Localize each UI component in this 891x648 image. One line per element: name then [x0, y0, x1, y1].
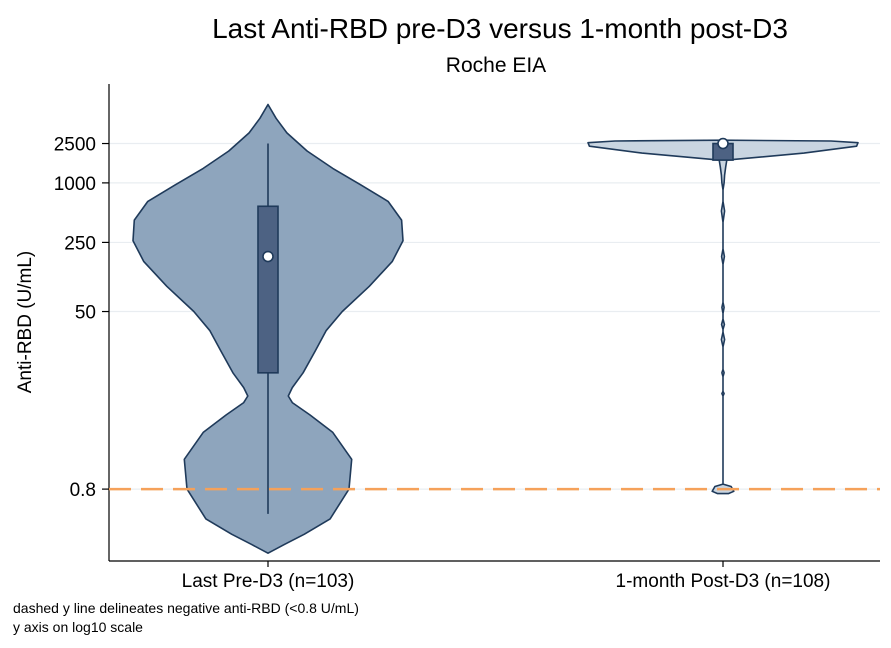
y-tick-label: 50: [75, 303, 96, 324]
chart-subtitle: Roche EIA: [446, 54, 546, 77]
median-marker: [262, 250, 274, 263]
x-tick-labels: Last Pre-D3 (n=103) 1-month Post-D3 (n=10…: [182, 561, 831, 592]
violin-layer: [132, 103, 859, 554]
y-axis-label: Anti-RBD (U/mL): [15, 251, 36, 394]
median-marker: [717, 137, 729, 150]
y-ticks: 0.8 50 250 1000 2500: [54, 135, 109, 501]
box-layer: [257, 137, 734, 514]
footnote-scale: y axis on log10 scale: [13, 619, 143, 635]
x-tick-label: 1-month Post-D3 (n=108): [616, 571, 831, 592]
x-tick-label: Last Pre-D3 (n=103): [182, 571, 355, 592]
iqr-box: [257, 205, 279, 374]
violin-shape: [587, 139, 859, 495]
footnote-threshold: dashed y line delineates negative anti-R…: [13, 600, 359, 616]
y-tick-label: 0.8: [70, 480, 96, 501]
y-tick-label: 2500: [54, 135, 96, 156]
y-tick-label: 250: [64, 233, 96, 254]
chart-title: Last Anti-RBD pre-D3 versus 1-month post…: [212, 13, 788, 44]
y-tick-label: 1000: [54, 174, 96, 195]
